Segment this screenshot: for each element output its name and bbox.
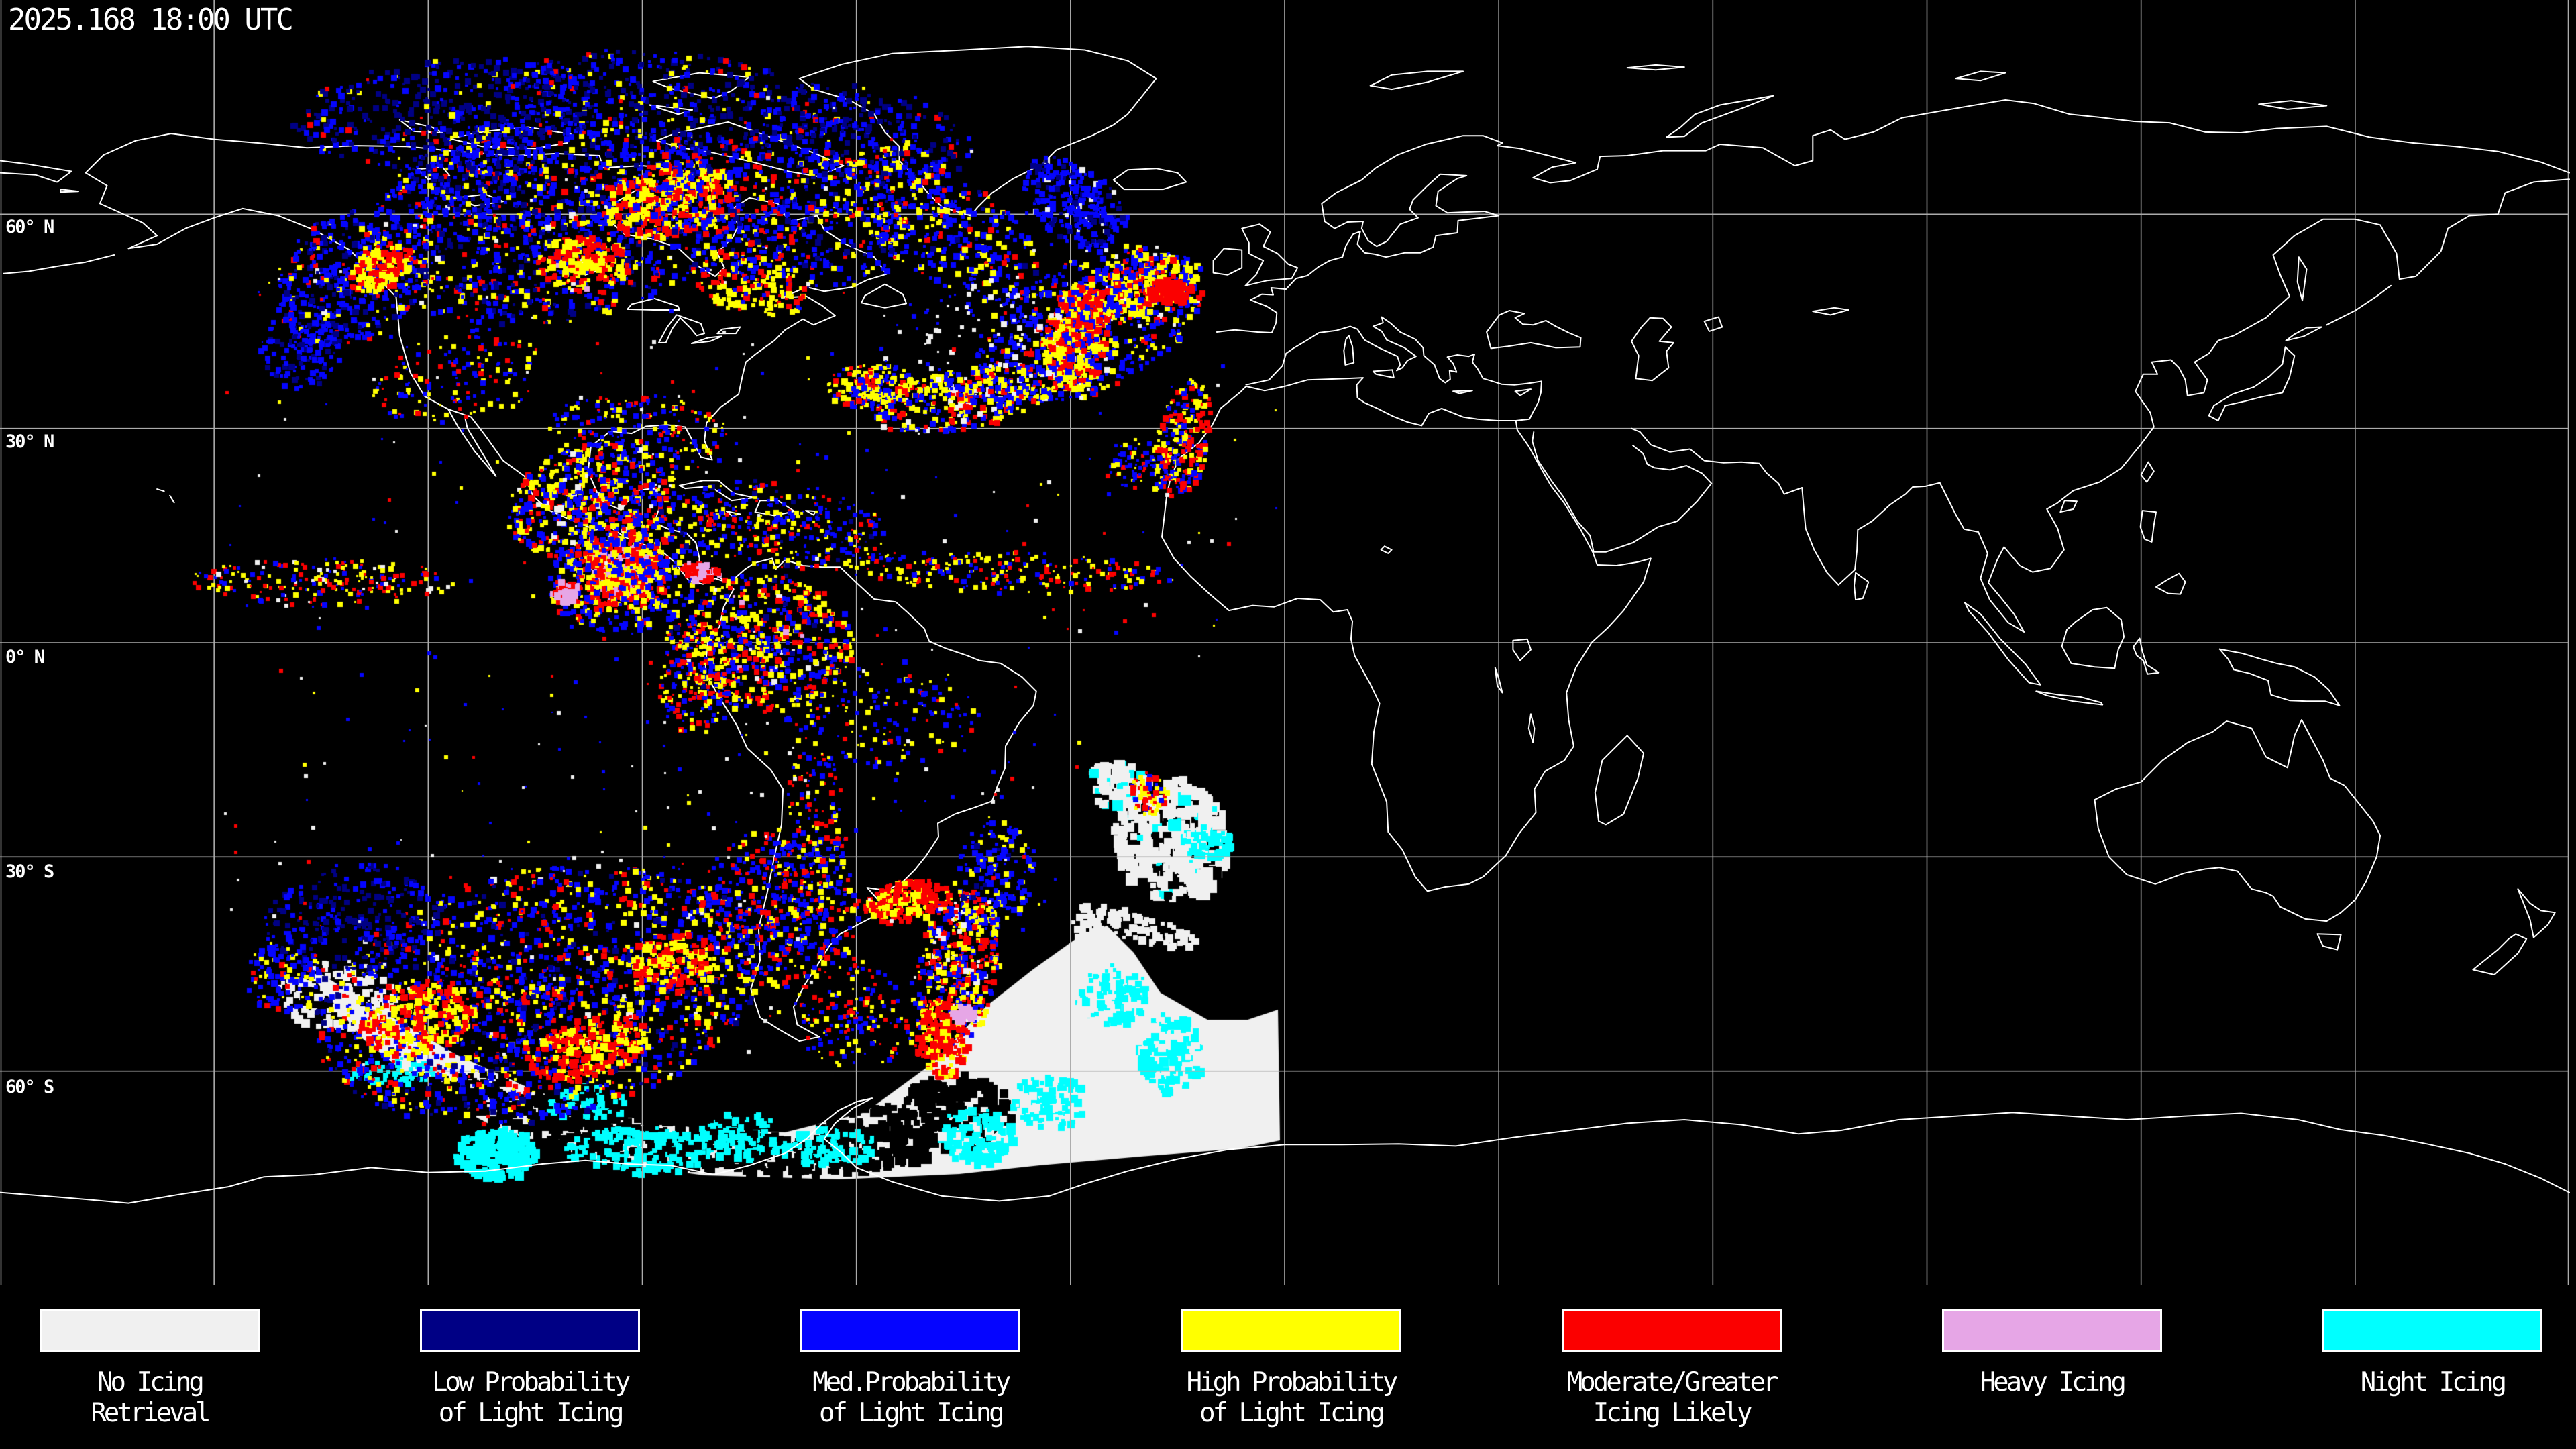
legend-swatch xyxy=(2322,1309,2542,1352)
legend-swatch xyxy=(1941,1309,2162,1352)
legend-swatch xyxy=(420,1309,641,1352)
lat-label: 60° S xyxy=(5,1077,54,1097)
legend-swatch xyxy=(1181,1309,1401,1352)
legend-swatch xyxy=(1561,1309,1782,1352)
legend-label: High Probability of Light Icing xyxy=(1186,1367,1399,1429)
lat-label: 60° N xyxy=(5,217,54,237)
legend: No Icing Retrieval Low Probability of Li… xyxy=(40,1309,2542,1429)
legend-item-heavy-icing: Heavy Icing xyxy=(1941,1309,2162,1429)
legend-label: Med.Probability of Light Icing xyxy=(812,1367,1011,1429)
legend-label: Night Icing xyxy=(2360,1367,2507,1397)
legend-item-high-prob-light-icing: High Probability of Light Icing xyxy=(1181,1309,1401,1429)
timestamp: 2025.168 18:00 UTC xyxy=(8,3,294,37)
legend-label: No Icing Retrieval xyxy=(91,1367,211,1429)
legend-label: Heavy Icing xyxy=(1980,1367,2127,1397)
legend-item-no-icing-retrieval: No Icing Retrieval xyxy=(40,1309,260,1429)
legend-label: Moderate/Greater Icing Likely xyxy=(1566,1367,1779,1429)
lat-label: 30° S xyxy=(5,861,54,882)
lat-label: 0° N xyxy=(5,647,45,667)
legend-swatch xyxy=(40,1309,260,1352)
legend-item-low-prob-light-icing: Low Probability of Light Icing xyxy=(420,1309,641,1429)
lat-label: 30° N xyxy=(5,431,54,452)
legend-item-med-prob-light-icing: Med.Probability of Light Icing xyxy=(800,1309,1021,1429)
legend-swatch xyxy=(800,1309,1021,1352)
legend-label: Low Probability of Light Icing xyxy=(432,1367,631,1429)
legend-item-night-icing: Night Icing xyxy=(2322,1309,2542,1429)
legend-item-moderate-greater-icing: Moderate/Greater Icing Likely xyxy=(1561,1309,1782,1429)
